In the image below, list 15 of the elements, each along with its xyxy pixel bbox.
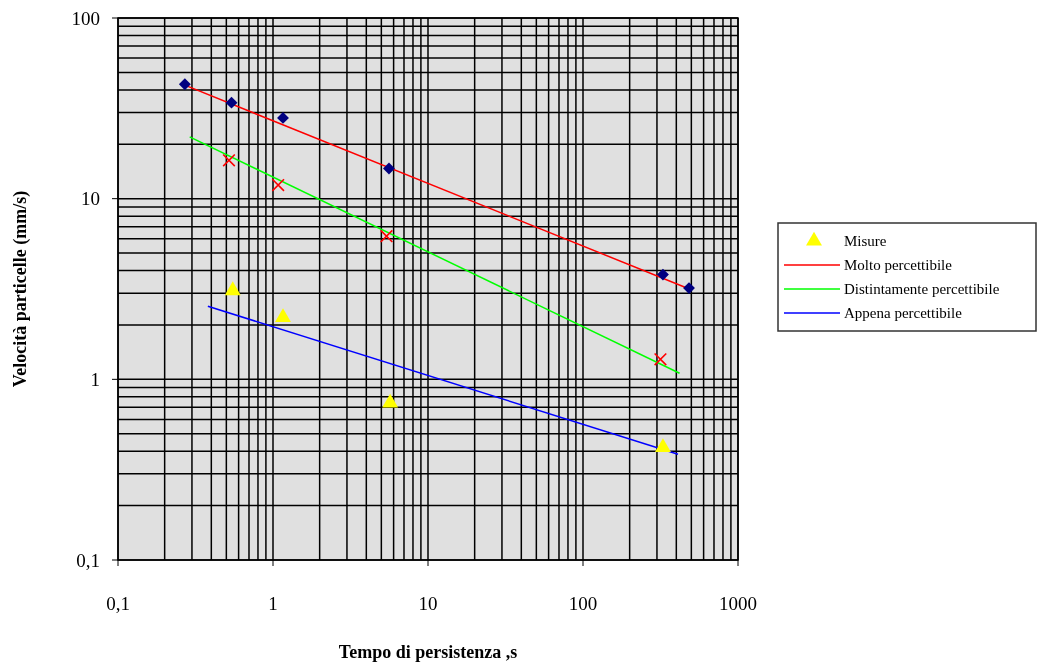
- y-tick-label: 1: [90, 368, 100, 390]
- legend-label: Appena percettibile: [844, 305, 963, 322]
- y-tick-label: 10: [81, 188, 100, 210]
- x-tick-label: 10: [418, 593, 438, 614]
- y-tick-label: 0,1: [76, 549, 100, 571]
- x-tick-label: 1: [268, 593, 278, 614]
- y-tick-label: 100: [71, 7, 100, 29]
- legend-label: Molto percettibile: [844, 257, 953, 274]
- x-tick-label: 100: [568, 593, 598, 614]
- legend-label: Distintamente percettibile: [844, 281, 1000, 298]
- x-tick-label: 1000: [719, 593, 757, 614]
- y-axis-title: Velocità particelle (mm/s): [10, 190, 31, 388]
- legend-label: Misure: [844, 233, 887, 250]
- x-axis-title: Tempo di persistenza ,s: [338, 642, 518, 662]
- x-tick-label: 0,1: [106, 593, 130, 614]
